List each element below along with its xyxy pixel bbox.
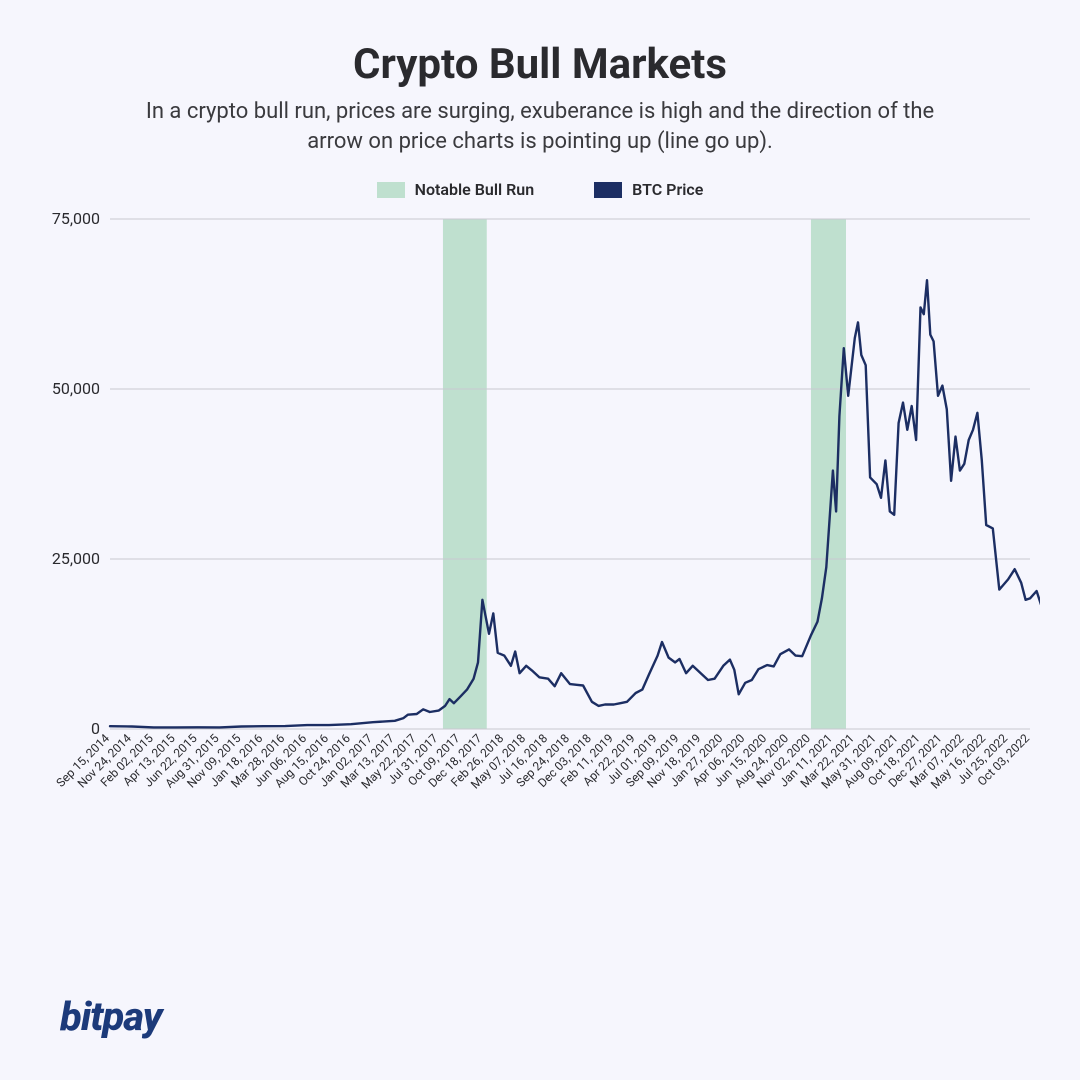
chart-card: Crypto Bull Markets In a crypto bull run… [0, 0, 1080, 1080]
chart-area: 025,00050,00075,000Sep 15, 2014Nov 24, 2… [40, 209, 1040, 849]
legend-label-bull-run: Notable Bull Run [415, 180, 535, 199]
chart-legend: Notable Bull Run BTC Price [40, 180, 1040, 199]
chart-title: Crypto Bull Markets [40, 40, 1040, 89]
legend-item-bull-run: Notable Bull Run [377, 180, 535, 199]
legend-label-btc-price: BTC Price [632, 180, 703, 199]
legend-item-btc-price: BTC Price [594, 180, 703, 199]
legend-swatch-bull-run [377, 182, 405, 198]
bull-run-band [811, 219, 846, 729]
y-axis-label: 25,000 [52, 549, 100, 568]
btc-price-line [110, 281, 1040, 728]
bitpay-logo: bitpay [60, 993, 162, 1040]
chart-svg: 025,00050,00075,000Sep 15, 2014Nov 24, 2… [40, 209, 1040, 849]
y-axis-label: 50,000 [52, 379, 100, 398]
y-axis-label: 75,000 [52, 209, 100, 228]
chart-subtitle: In a crypto bull run, prices are surging… [130, 97, 950, 156]
legend-swatch-btc-price [594, 182, 622, 198]
bull-run-band [443, 219, 487, 729]
